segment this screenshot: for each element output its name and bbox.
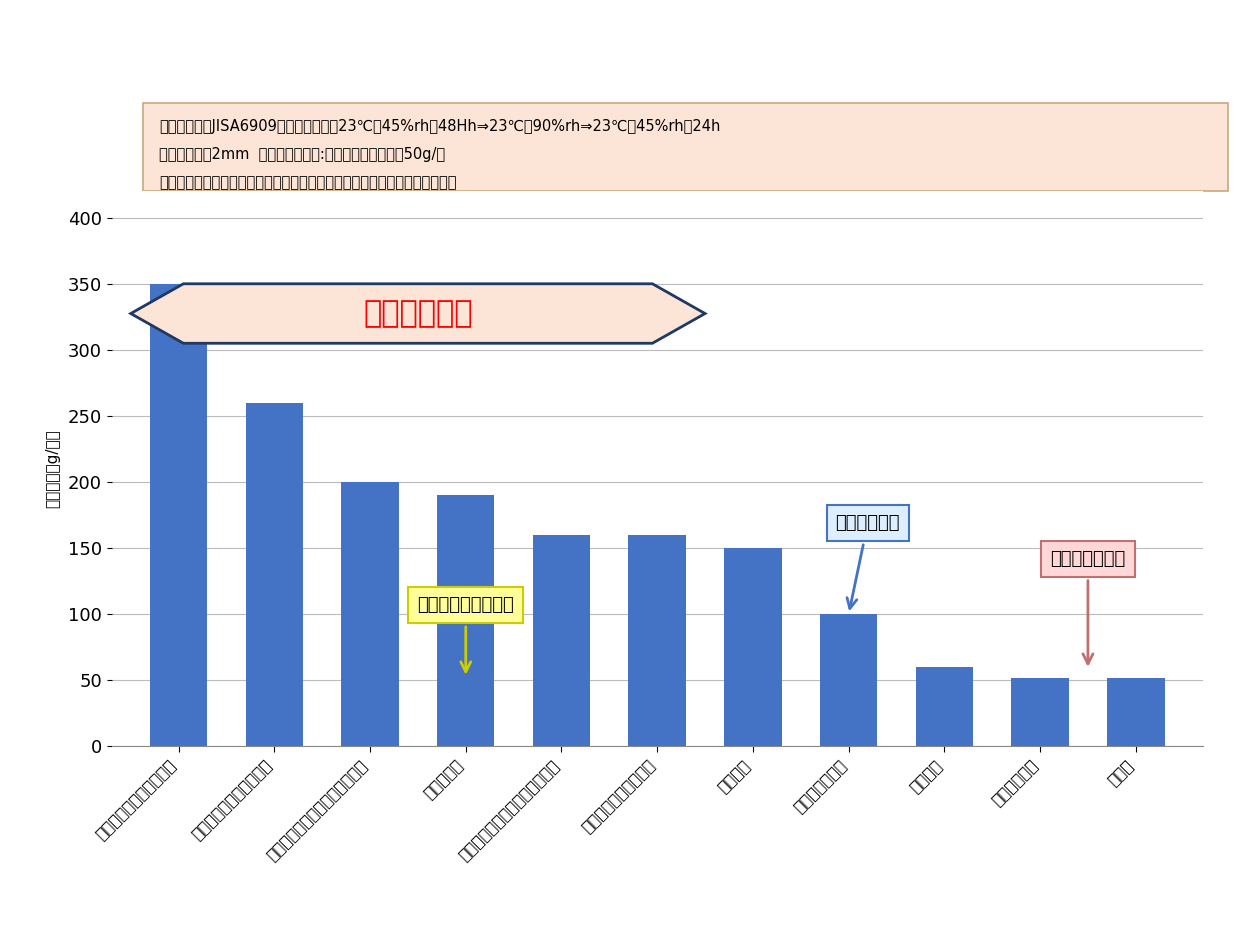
Bar: [629, 535, 686, 746]
Y-axis label: 調湿性能（g/㎡）: 調湿性能（g/㎡）: [46, 429, 61, 508]
Text: 稚内珪藻土系: 稚内珪藻土系: [363, 299, 472, 328]
Bar: [1107, 677, 1164, 746]
Text: ・塗り厚さ：2mm  石膏ボード下地:石膏ボードの調湿性50g/㎡: ・塗り厚さ：2mm 石膏ボード下地:石膏ボードの調湿性50g/㎡: [159, 146, 445, 162]
Text: ・テスト場所：滋賀県立工業技術センター　　・実施者：㈱自然素材研究所: ・テスト場所：滋賀県立工業技術センター ・実施者：㈱自然素材研究所: [159, 175, 456, 190]
Text: 調湿塗り壁材の調湿性能比較: 調湿塗り壁材の調湿性能比較: [435, 26, 805, 72]
Bar: [533, 535, 590, 746]
Bar: [436, 495, 495, 746]
Text: 漆喰、シラス系: 漆喰、シラス系: [1050, 550, 1126, 664]
Bar: [724, 549, 781, 746]
FancyBboxPatch shape: [143, 103, 1228, 191]
Bar: [246, 403, 303, 746]
Bar: [915, 667, 973, 746]
Text: 石膏ボードの調湿性: 石膏ボードの調湿性: [418, 596, 515, 672]
Bar: [1012, 677, 1069, 746]
Polygon shape: [130, 284, 706, 343]
Bar: [341, 482, 399, 746]
Text: ・試験方法：JISA6909準拠　・条件：23℃、45%rh、48Hh⇒23℃、90%rh⇒23℃、45%rh、24h: ・試験方法：JISA6909準拠 ・条件：23℃、45%rh、48Hh⇒23℃、…: [159, 118, 720, 133]
Bar: [820, 614, 878, 746]
Text: 白色珪藻土系: 白色珪藻土系: [836, 514, 900, 608]
Bar: [150, 284, 207, 746]
